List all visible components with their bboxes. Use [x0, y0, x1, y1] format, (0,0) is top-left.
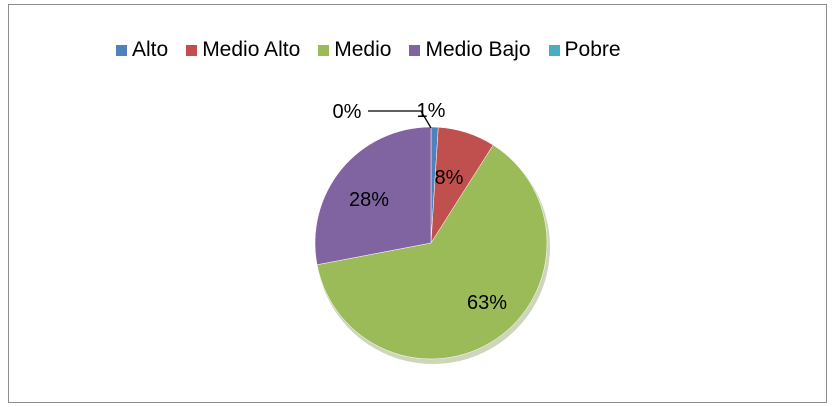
legend-label: Alto	[132, 38, 169, 61]
legend-item: Medio Alto	[186, 38, 300, 62]
chart-legend: Alto Medio Alto Medio Medio Bajo Pobre	[116, 38, 621, 62]
legend-item: Medio	[318, 38, 391, 62]
legend-swatch	[548, 44, 560, 56]
legend-swatch	[116, 44, 127, 56]
legend-swatch	[318, 44, 330, 56]
data-label: 8%	[435, 167, 464, 189]
legend-label: Medio	[334, 38, 392, 61]
legend-swatch	[186, 44, 198, 56]
pie-slice-medio	[316, 144, 548, 360]
legend-item: Pobre	[548, 38, 621, 62]
data-label: 63%	[467, 292, 507, 314]
leader-line	[368, 110, 432, 129]
legend-swatch	[409, 44, 421, 56]
pie-slice-medio-bajo	[314, 126, 432, 266]
legend-label: Medio Alto	[202, 38, 301, 61]
legend-item: Alto	[116, 38, 168, 62]
legend-label: Medio Bajo	[425, 38, 531, 61]
legend-label: Pobre	[564, 38, 621, 61]
data-label: 28%	[349, 189, 389, 211]
data-label: 0%	[333, 101, 362, 123]
legend-item: Medio Bajo	[409, 38, 531, 62]
